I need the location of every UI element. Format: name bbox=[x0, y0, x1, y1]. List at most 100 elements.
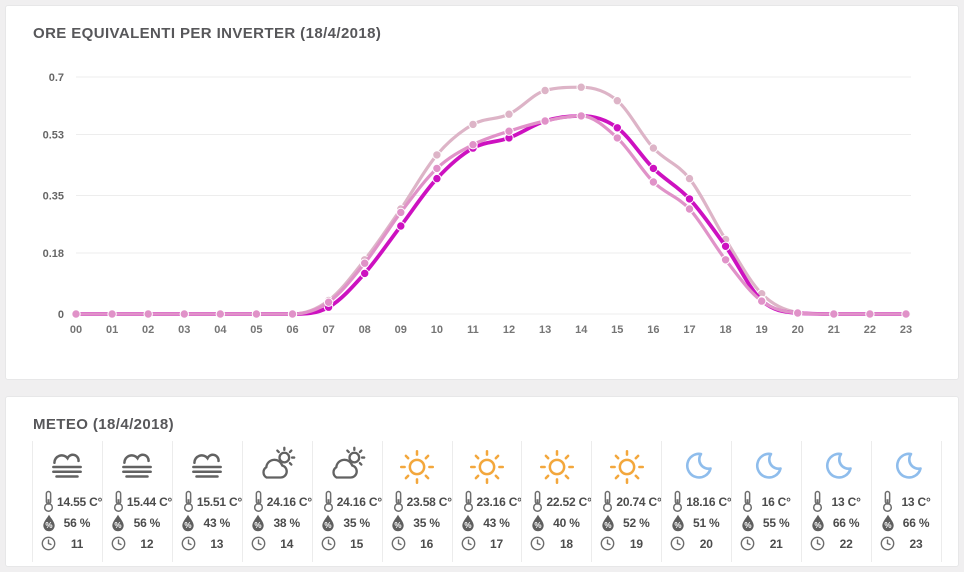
temperature-value: 24.16 C° bbox=[266, 494, 312, 509]
humidity-row: % 43 % bbox=[453, 512, 522, 533]
x-axis-tick-label: 06 bbox=[286, 324, 298, 336]
temperature-row: 23.58 C° bbox=[383, 490, 452, 512]
data-point-inverter-medium-pink bbox=[179, 309, 190, 319]
sun-icon bbox=[453, 443, 522, 491]
fog-icon bbox=[103, 443, 172, 491]
weather-card: 24.16 C° % 38 % 14 bbox=[241, 441, 312, 562]
data-point-inverter-light-pink bbox=[612, 96, 622, 106]
hour-value: 14 bbox=[280, 536, 294, 551]
svg-text:%: % bbox=[534, 521, 541, 530]
x-axis-tick-label: 21 bbox=[828, 324, 840, 336]
data-point-inverter-light-pink bbox=[648, 143, 659, 153]
equivalent-hours-title: ORE EQUIVALENTI PER INVERTER (18/4/2018) bbox=[33, 25, 382, 42]
humidity-row: % 52 % bbox=[592, 512, 661, 533]
x-axis-tick-label: 02 bbox=[142, 324, 154, 336]
humidity-value: 66 % bbox=[902, 515, 930, 530]
temperature-row: 15.44 C° bbox=[103, 490, 172, 512]
hour-value: 16 bbox=[420, 536, 434, 551]
humidity-value: 35 % bbox=[343, 515, 370, 530]
moon-icon bbox=[872, 443, 941, 491]
data-point-inverter-light-pink bbox=[540, 85, 550, 96]
moon-icon bbox=[802, 443, 871, 491]
humidity-icon: % bbox=[460, 514, 477, 532]
hour-value: 12 bbox=[140, 536, 154, 551]
x-axis-tick-label: 03 bbox=[178, 324, 190, 336]
temperature-value: 22.52 C° bbox=[546, 494, 592, 509]
x-axis-tick-label: 20 bbox=[792, 324, 804, 336]
humidity-value: 40 % bbox=[553, 515, 580, 530]
data-point-inverter-light-pink bbox=[504, 109, 514, 119]
thermometer-icon bbox=[599, 490, 616, 513]
x-axis-tick-label: 23 bbox=[900, 324, 912, 336]
hour-value: 22 bbox=[839, 536, 853, 551]
humidity-row: % 40 % bbox=[522, 512, 591, 533]
data-point-inverter-medium-pink bbox=[360, 258, 370, 268]
hour-value: 20 bbox=[699, 536, 713, 551]
data-point-inverter-medium-pink bbox=[829, 309, 839, 319]
thermometer-icon bbox=[529, 490, 546, 513]
weather-cards-row: 14.55 C° % 56 % 11 bbox=[32, 441, 942, 562]
x-axis-tick-label: 15 bbox=[611, 324, 623, 336]
x-axis-tick-label: 12 bbox=[503, 324, 515, 336]
thermometer-icon bbox=[879, 490, 896, 513]
humidity-icon: % bbox=[320, 514, 337, 532]
x-axis-tick-label: 14 bbox=[575, 324, 588, 336]
humidity-row: % 56 % bbox=[33, 512, 102, 533]
humidity-row: % 35 % bbox=[383, 512, 452, 533]
data-point-inverter-medium-pink bbox=[107, 309, 117, 319]
hour-row: 18 bbox=[522, 533, 591, 554]
hour-row: 17 bbox=[453, 533, 522, 554]
weather-card: 13 C° % 66 % 23 bbox=[871, 441, 942, 562]
clock-icon bbox=[809, 536, 826, 551]
hour-value: 23 bbox=[909, 536, 923, 551]
humidity-icon: % bbox=[599, 514, 616, 532]
data-point-inverter-medium-pink bbox=[540, 116, 550, 126]
hour-value: 17 bbox=[490, 536, 503, 551]
data-point-inverter-medium-pink bbox=[504, 126, 514, 136]
data-point-inverter-light-pink bbox=[576, 82, 586, 92]
clock-icon bbox=[739, 536, 756, 551]
data-point-inverter-magenta bbox=[720, 241, 731, 252]
data-point-inverter-medium-pink bbox=[468, 140, 478, 150]
temperature-row: 23.16 C° bbox=[453, 490, 522, 512]
temperature-row: 20.74 C° bbox=[592, 490, 662, 513]
svg-text:%: % bbox=[115, 521, 122, 530]
x-axis-tick-label: 17 bbox=[683, 324, 695, 336]
hour-row: 16 bbox=[383, 533, 452, 554]
clock-icon bbox=[879, 536, 896, 551]
humidity-icon: % bbox=[250, 514, 267, 532]
data-point-inverter-magenta bbox=[432, 173, 442, 184]
hour-value: 11 bbox=[70, 536, 84, 551]
hour-value: 21 bbox=[769, 536, 783, 551]
weather-card: 14.55 C° % 56 % 11 bbox=[32, 441, 102, 562]
humidity-row: % 43 % bbox=[173, 512, 242, 533]
partly-cloudy-icon bbox=[243, 443, 312, 491]
svg-text:%: % bbox=[604, 521, 611, 530]
series-line-inverter-light-pink bbox=[74, 85, 908, 316]
x-axis-tick-label: 19 bbox=[756, 324, 768, 336]
y-axis-tick-label: 0 bbox=[58, 309, 64, 321]
thermometer-icon bbox=[40, 490, 57, 513]
svg-text:%: % bbox=[464, 521, 471, 530]
temperature-value: 24.16 C° bbox=[336, 494, 382, 509]
data-point-inverter-medium-pink bbox=[576, 111, 586, 121]
y-axis-tick-label: 0.18 bbox=[43, 248, 64, 260]
clock-icon bbox=[320, 536, 337, 551]
x-axis-tick-label: 01 bbox=[106, 324, 118, 336]
svg-text:%: % bbox=[744, 521, 751, 530]
hour-row: 19 bbox=[592, 533, 661, 554]
humidity-value: 66 % bbox=[832, 515, 860, 530]
thermometer-icon bbox=[250, 490, 267, 513]
y-axis-tick-label: 0.35 bbox=[43, 191, 64, 203]
data-point-inverter-magenta bbox=[684, 194, 695, 204]
data-point-inverter-medium-pink bbox=[648, 177, 659, 187]
humidity-value: 55 % bbox=[762, 515, 790, 530]
data-point-inverter-magenta bbox=[396, 221, 406, 231]
data-point-inverter-medium-pink bbox=[720, 255, 731, 265]
temperature-value: 23.58 C° bbox=[406, 494, 452, 509]
x-axis-tick-label: 22 bbox=[864, 324, 876, 336]
data-point-inverter-medium-pink bbox=[396, 207, 406, 218]
humidity-row: % 56 % bbox=[103, 512, 172, 533]
data-point-inverter-medium-pink bbox=[612, 133, 622, 143]
thermometer-icon bbox=[809, 490, 826, 513]
